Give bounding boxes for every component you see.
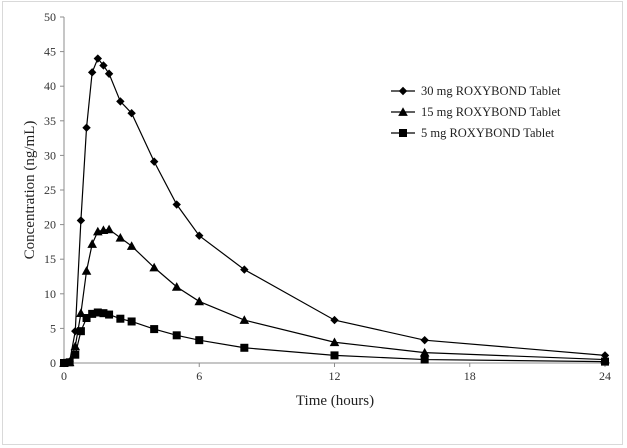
data-point-square (420, 355, 429, 364)
data-point-square (195, 336, 204, 345)
data-point-square (88, 309, 97, 318)
data-point-square (150, 325, 159, 334)
data-point-square (93, 308, 102, 317)
data-point-triangle (70, 341, 81, 351)
y-tick-label: 15 (44, 252, 56, 266)
data-point-square (60, 359, 68, 367)
data-point-triangle (87, 239, 97, 248)
data-point-square (172, 331, 181, 340)
x-tick-label: 18 (464, 369, 476, 383)
data-point-square (601, 357, 609, 366)
data-point-diamond (330, 315, 339, 325)
data-point-square (71, 350, 80, 359)
data-point-square (82, 314, 91, 323)
data-point-diamond (87, 68, 97, 77)
data-point-triangle (239, 315, 250, 324)
data-point-square (76, 327, 85, 336)
data-point-square (116, 314, 125, 323)
x-tick-label: 0 (61, 369, 67, 383)
data-point-diamond (172, 200, 181, 209)
legend-label: 15 mg ROXYBOND Tablet (421, 105, 561, 119)
data-point-diamond (76, 216, 86, 225)
data-point-triangle (81, 266, 92, 275)
axes: 0 5 10 15 20 25 30 35 40 45 50 0 6 12 18 24 (44, 10, 611, 383)
concentration-time-chart: 0 5 10 15 20 25 30 35 40 45 50 0 6 12 18 24 30 mg ROXYB… (22, 10, 611, 409)
data-point-square (399, 129, 407, 137)
data-point-triangle (115, 232, 126, 242)
y-tick-label: 20 (44, 218, 56, 232)
data-point-diamond (420, 335, 429, 345)
y-tick-label: 35 (44, 114, 56, 128)
data-point-diamond (82, 123, 91, 132)
data-point-diamond (195, 231, 204, 240)
data-point-triangle (149, 262, 159, 272)
series-line (63, 228, 606, 364)
data-point-square (127, 317, 136, 326)
x-tick-label: 6 (196, 369, 202, 383)
data-point-triangle (126, 241, 137, 250)
series-diamond (59, 54, 610, 368)
data-point-diamond (93, 54, 103, 63)
y-tick-label: 45 (44, 45, 56, 59)
data-point-diamond (104, 69, 114, 78)
y-tick-label: 10 (44, 287, 56, 301)
data-point-triangle (398, 107, 408, 116)
data-point-triangle (329, 337, 340, 347)
y-axis-title: Concentration (ng/mL) (22, 121, 38, 260)
legend: 30 mg ROXYBOND Tablet 15 mg ROXYBOND Tabl… (391, 84, 561, 140)
y-tick-label: 5 (50, 321, 56, 335)
x-axis-title: Time (hours) (296, 393, 374, 409)
series-square (60, 308, 609, 367)
y-tick-label: 30 (44, 148, 56, 162)
data-point-diamond (240, 265, 249, 274)
data-point-square (240, 343, 249, 352)
y-tick-label: 50 (44, 10, 56, 24)
data-point-triangle (419, 347, 430, 357)
series-line (63, 57, 606, 364)
y-tick-label: 25 (44, 183, 56, 197)
data-point-diamond (149, 157, 159, 166)
series-triangle (59, 224, 610, 367)
data-point-square (99, 309, 108, 318)
data-point-square (105, 310, 114, 319)
data-point-square (65, 358, 74, 367)
y-tick-label: 0 (50, 356, 56, 370)
data-point-triangle (171, 282, 182, 291)
x-tick-label: 12 (329, 369, 341, 383)
legend-label: 30 mg ROXYBOND Tablet (421, 84, 561, 98)
legend-label: 5 mg ROXYBOND Tablet (421, 126, 555, 140)
data-point-diamond (398, 86, 408, 96)
data-point-diamond (99, 61, 108, 70)
y-tick-label: 40 (44, 79, 56, 93)
data-point-triangle (104, 224, 114, 234)
data-point-diamond (116, 97, 125, 106)
x-tick-label: 24 (599, 369, 611, 383)
data-point-square (330, 351, 339, 360)
series-layer (59, 54, 610, 368)
data-point-triangle (194, 296, 205, 306)
